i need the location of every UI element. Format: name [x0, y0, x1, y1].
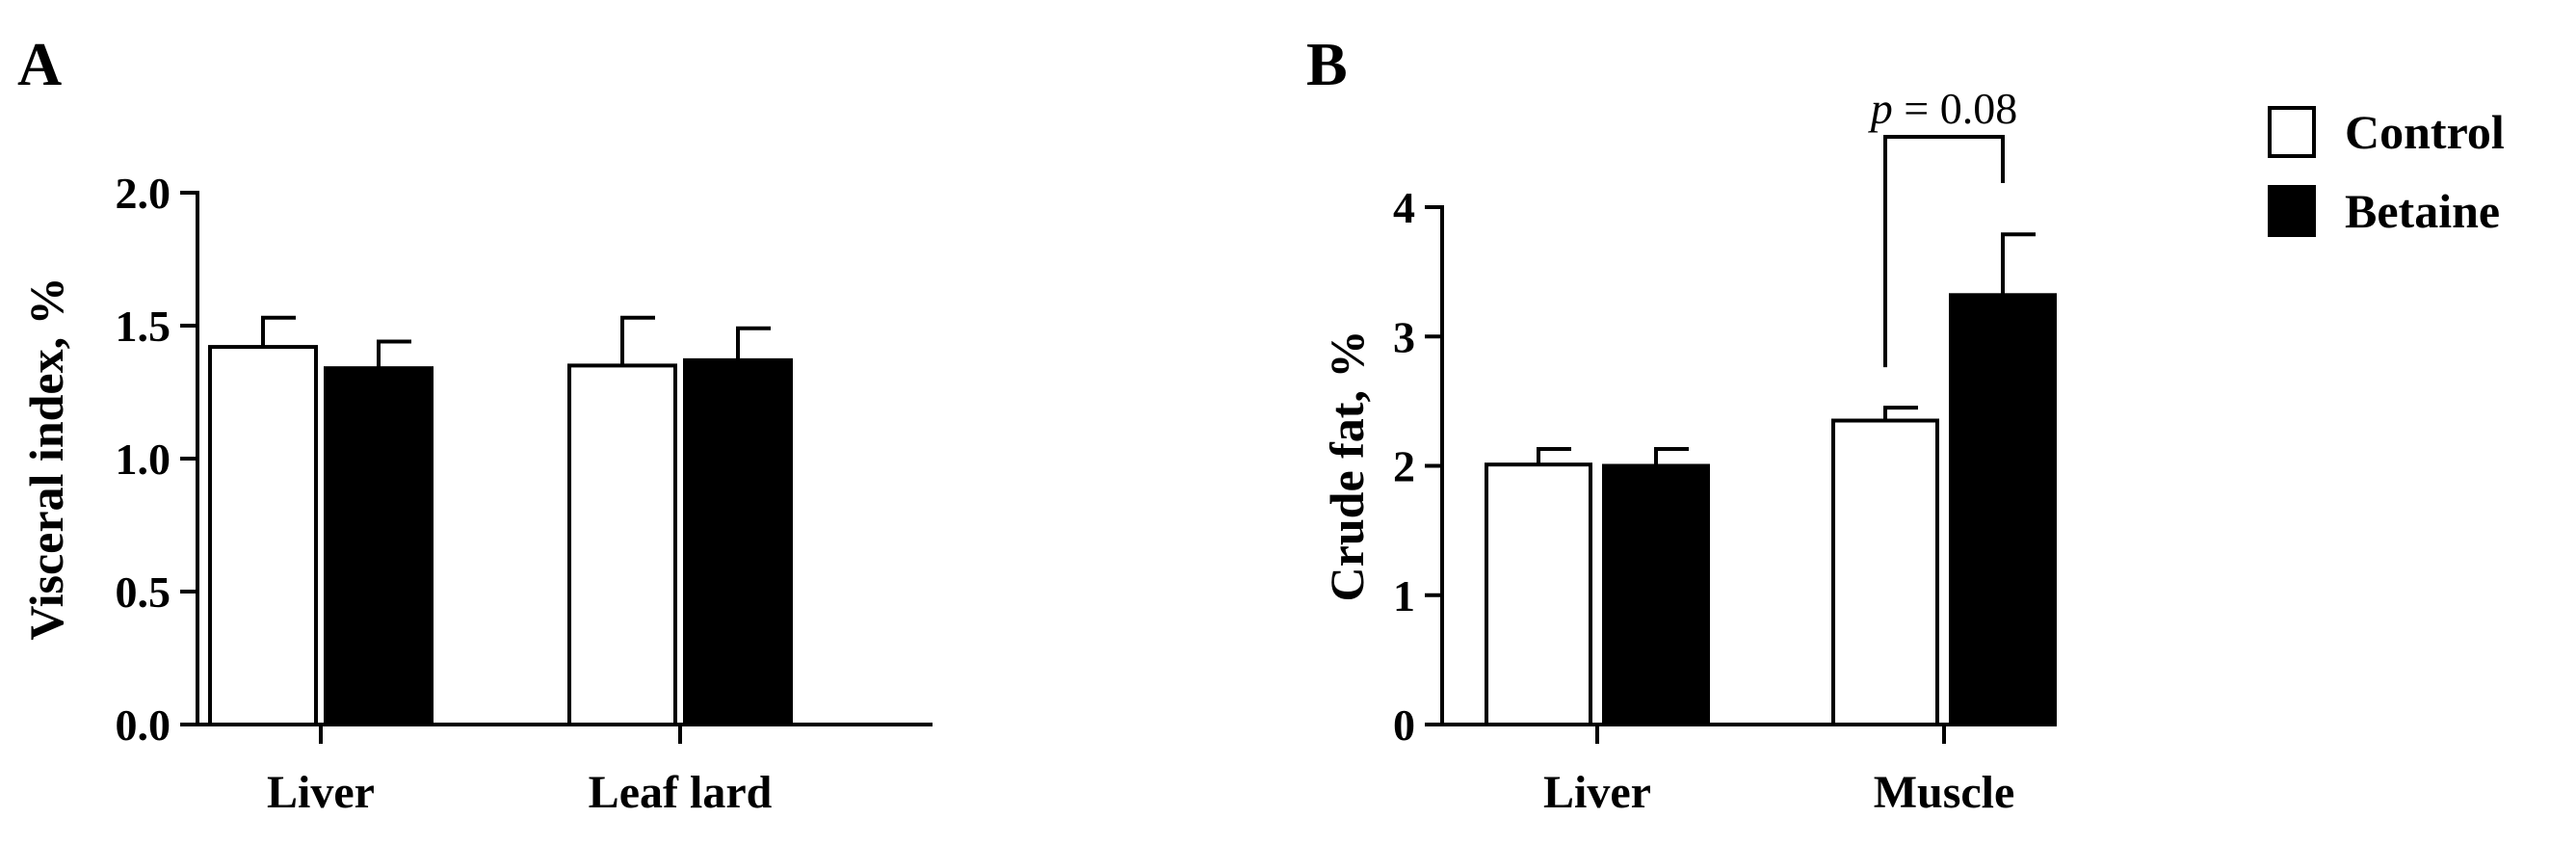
y-tick-label: 3 — [1393, 312, 1415, 361]
bar-betaine-muscle — [1949, 293, 2057, 726]
category-label: Muscle — [1874, 767, 2015, 818]
y-tick-label: 0.5 — [116, 567, 171, 617]
y-axis-label: Visceral index, % — [19, 277, 73, 640]
panel-a: A 0.0 0.5 1.0 1.5 2.0 Visceral index, % Liver Le… — [17, 30, 933, 818]
y-tick-label: 1 — [1393, 571, 1415, 620]
y-tick-label: 4 — [1393, 183, 1415, 232]
significance-bracket — [1883, 135, 2005, 368]
y-axis-label: Crude fat, % — [1320, 330, 1374, 602]
bar-control-muscle — [1831, 418, 1939, 726]
legend-label-betaine: Betaine — [2345, 184, 2500, 238]
bar-betaine-liver — [1602, 463, 1710, 726]
bar-betaine-liver — [324, 366, 434, 726]
p-value: = 0.08 — [1893, 84, 2017, 133]
significance-label: p = 0.08 — [1868, 84, 2017, 133]
p-symbol: p — [1868, 84, 1893, 133]
y-tick-label: 1.0 — [116, 435, 171, 484]
panel-label: A — [17, 30, 62, 98]
category-label: Liver — [1543, 767, 1651, 818]
panel-label: B — [1306, 30, 1348, 98]
y-tick-label: 2.0 — [116, 169, 171, 218]
category-label: Leaf lard — [589, 767, 773, 818]
bar-betaine-leaf-lard — [683, 357, 793, 726]
y-tick-label: 0.0 — [116, 700, 171, 750]
bar-control-leaf-lard — [567, 363, 677, 726]
legend: Control Betaine — [2268, 105, 2505, 238]
legend-label-control: Control — [2345, 105, 2505, 159]
panel-b: B 0 1 2 3 4 Crude fat, % Liver Muscle p = 0.08 — [1306, 30, 2057, 818]
y-tick-label: 2 — [1393, 442, 1415, 491]
y-tick-label: 0 — [1393, 700, 1415, 750]
bar-control-liver — [1485, 462, 1592, 726]
legend-swatch-betaine — [2268, 185, 2316, 237]
legend-swatch-control — [2268, 106, 2316, 158]
y-tick-label: 1.5 — [116, 302, 171, 351]
category-label: Liver — [267, 767, 375, 818]
bar-control-liver — [208, 345, 318, 726]
